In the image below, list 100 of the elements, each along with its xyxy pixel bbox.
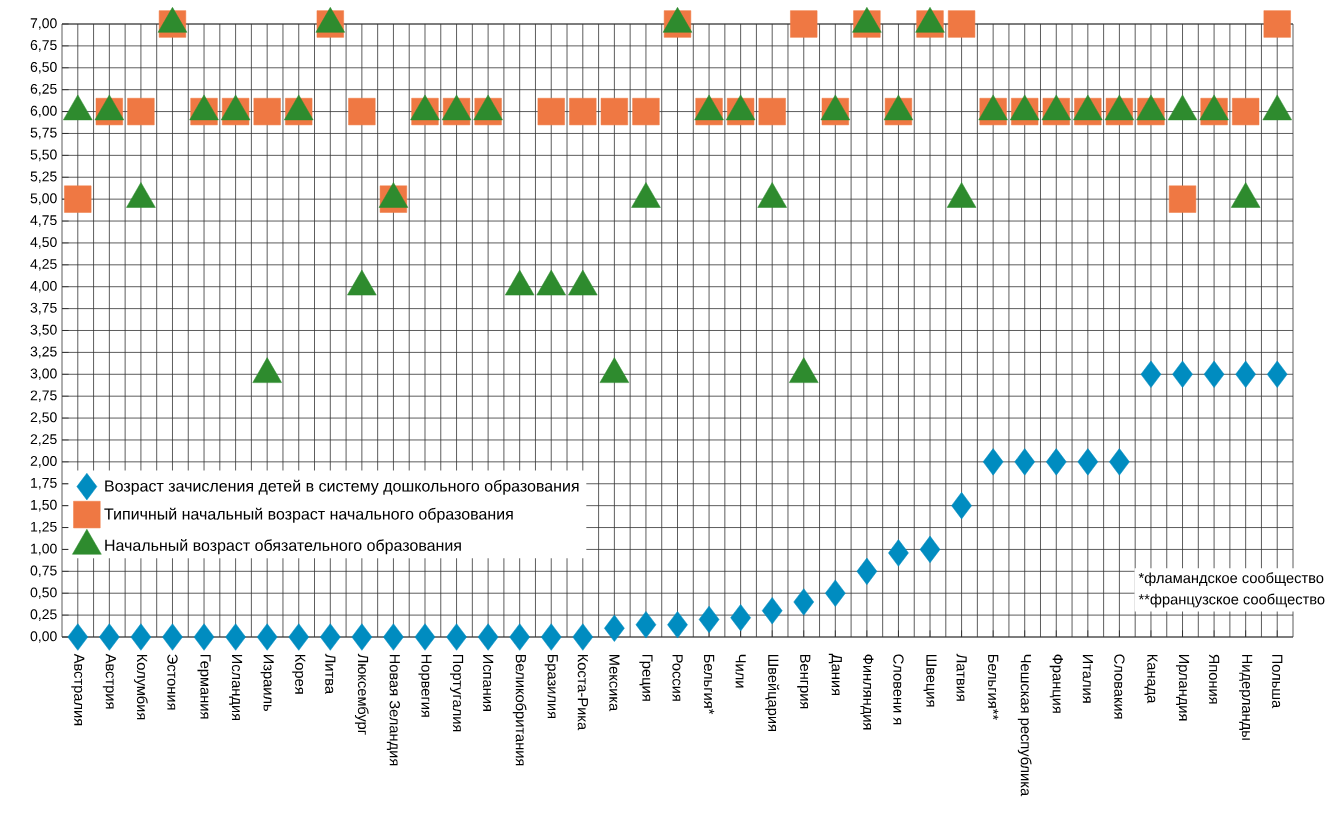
x-tick-label: Португалия [450, 654, 464, 732]
x-tick-label: Мексика [609, 654, 620, 712]
x-tick-label: Австралия [71, 653, 85, 726]
point [537, 97, 565, 126]
point [888, 539, 909, 567]
x-tick-label: Чешская республика [1017, 654, 1032, 797]
x-tick-label: Швейцария [765, 654, 780, 731]
point [162, 623, 183, 651]
point [67, 623, 89, 651]
point [600, 97, 628, 126]
point [253, 97, 281, 126]
point [509, 623, 530, 651]
x-tick-label: Корея [292, 654, 306, 694]
y-tick-label: 4,00 [30, 280, 57, 293]
point [635, 611, 657, 639]
x-tick-label: Словени я [893, 654, 904, 725]
y-tick-label: 5,00 [30, 193, 57, 205]
point [572, 623, 594, 651]
point [793, 588, 815, 616]
point [1266, 360, 1288, 388]
point [288, 623, 309, 651]
y-tick-label: 5,25 [30, 171, 57, 184]
point [1077, 448, 1099, 476]
x-tick-label: Колумбия [134, 654, 148, 720]
y-tick-label: 0,75 [30, 565, 57, 578]
x-tick-label: Новая Зеландия [386, 654, 400, 766]
point [919, 535, 941, 564]
legend-label: Возраст зачисления детей в систему дошкольного образования [105, 479, 579, 495]
point [256, 623, 278, 651]
y-tick-label: 5,50 [30, 149, 57, 162]
x-tick-label: Бразилия [544, 654, 558, 719]
x-tick-label: Ирландия [1175, 654, 1190, 721]
x-tick-label: Франция [1049, 654, 1063, 713]
x-tick-label: Россия [672, 654, 683, 701]
point [632, 97, 660, 126]
x-tick-label: Израиль [260, 654, 274, 712]
x-tick-label: Греция [639, 654, 653, 701]
point [130, 623, 152, 651]
x-tick-label: Нидерланды [1239, 654, 1253, 740]
x-tick-label: Люксембург [354, 653, 369, 735]
y-tick-label: 2,50 [30, 412, 57, 424]
point [698, 605, 720, 634]
x-tick-label: Финляндия [860, 654, 874, 730]
point [446, 623, 467, 651]
point [825, 579, 846, 607]
annotation: *фламандское сообщество [1138, 572, 1324, 587]
point [1014, 448, 1035, 476]
x-tick-label: Австрия [102, 653, 116, 709]
point [856, 557, 878, 585]
point [604, 614, 625, 642]
point [790, 10, 818, 38]
y-tick-label: 4,75 [30, 215, 57, 227]
x-tick-label: Коста-Рика [577, 654, 588, 731]
point [320, 623, 341, 651]
y-tick-label: 4,50 [30, 237, 57, 249]
point [947, 10, 976, 38]
y-tick-label: 3,25 [30, 346, 57, 359]
y-tick-label: 2,75 [30, 390, 57, 402]
x-tick-label: Словакия [1114, 654, 1125, 719]
x-tick-label: Латвия [956, 653, 967, 701]
x-tick-label: Германия [197, 654, 211, 719]
x-tick-label: Литва [325, 653, 336, 695]
y-tick-label: 0,50 [30, 587, 57, 600]
point [193, 623, 215, 651]
y-tick-label: 3,75 [30, 302, 57, 315]
x-tick-label: Испания [483, 654, 494, 711]
y-tick-label: 6,25 [30, 83, 57, 96]
x-tick-label: Канада [1144, 654, 1158, 704]
point [1168, 185, 1197, 213]
y-tick-label: 2,25 [30, 434, 57, 446]
point [1172, 360, 1193, 388]
point [64, 185, 92, 213]
point [99, 623, 120, 651]
y-tick-label: 1,75 [31, 478, 57, 490]
x-tick-label: Эстония [167, 654, 178, 710]
point [348, 97, 376, 126]
point [1046, 448, 1067, 476]
point [477, 623, 499, 651]
x-tick-label: Норвегия [418, 654, 432, 717]
point [414, 623, 436, 651]
point [667, 611, 688, 639]
x-tick-label: Япония [1208, 654, 1220, 704]
point [761, 597, 783, 625]
y-tick-label: 1,00 [31, 543, 57, 556]
point [569, 97, 597, 126]
x-tick-label: Венгрия [797, 654, 811, 709]
y-tick-label: 0,00 [30, 631, 57, 643]
x-tick-label: Чили [735, 654, 746, 688]
y-tick-label: 3,50 [30, 324, 57, 337]
y-tick-label: 0,25 [30, 609, 57, 621]
point [351, 623, 373, 651]
annotation: **французское сообщество [1138, 593, 1325, 608]
x-tick-label: Бельгия** [988, 654, 999, 720]
point [540, 623, 562, 651]
point [730, 604, 751, 632]
y-tick-label: 6,75 [30, 40, 57, 52]
y-tick-label: 2,00 [30, 456, 57, 468]
y-tick-label: 7,00 [30, 18, 57, 30]
legend-label: Начальный возраст обязательного образования [105, 538, 461, 555]
x-tick-label: Великобритания [512, 654, 527, 766]
